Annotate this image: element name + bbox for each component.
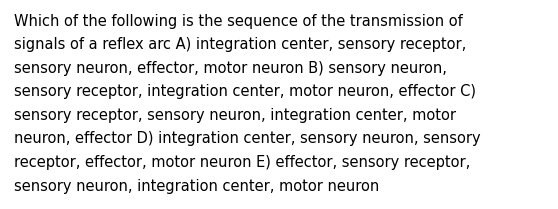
Text: neuron, effector D) integration center, sensory neuron, sensory: neuron, effector D) integration center, … [14, 131, 480, 147]
Text: Which of the following is the sequence of the transmission of: Which of the following is the sequence o… [14, 14, 463, 29]
Text: sensory neuron, effector, motor neuron B) sensory neuron,: sensory neuron, effector, motor neuron B… [14, 61, 447, 76]
Text: signals of a reflex arc A) integration center, sensory receptor,: signals of a reflex arc A) integration c… [14, 37, 466, 52]
Text: sensory neuron, integration center, motor neuron: sensory neuron, integration center, moto… [14, 178, 379, 194]
Text: sensory receptor, integration center, motor neuron, effector C): sensory receptor, integration center, mo… [14, 84, 476, 99]
Text: receptor, effector, motor neuron E) effector, sensory receptor,: receptor, effector, motor neuron E) effe… [14, 155, 470, 170]
Text: sensory receptor, sensory neuron, integration center, motor: sensory receptor, sensory neuron, integr… [14, 108, 456, 123]
